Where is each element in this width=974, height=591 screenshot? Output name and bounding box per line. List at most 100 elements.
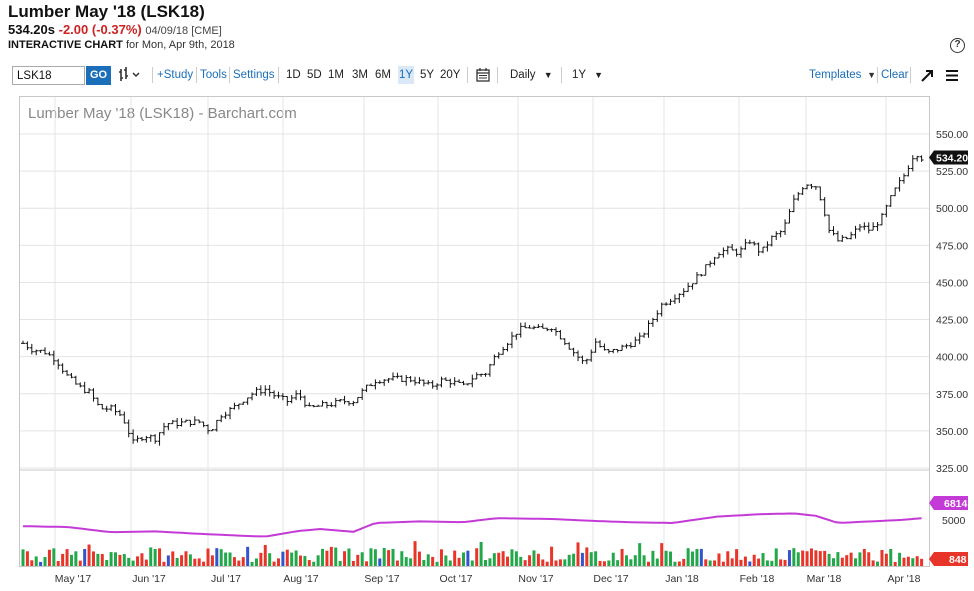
toolbar-divider xyxy=(152,67,153,83)
volume-bar xyxy=(743,556,747,566)
help-icon[interactable]: ? xyxy=(950,38,965,53)
volume-bar xyxy=(884,553,888,566)
volume-bar xyxy=(118,554,122,566)
volume-bar xyxy=(831,558,835,566)
volume-bar xyxy=(492,553,496,566)
volume-bar xyxy=(708,560,712,566)
volume-bar xyxy=(140,553,144,566)
volume-bar xyxy=(439,549,443,566)
volume-bar xyxy=(576,542,580,566)
volume-average-line xyxy=(22,512,922,538)
period-20y[interactable]: 20Y xyxy=(440,69,461,81)
volume-bar xyxy=(461,552,465,566)
templates-button[interactable]: Templates ▼ xyxy=(809,63,876,87)
range-value: 1Y xyxy=(572,69,586,81)
period-1d[interactable]: 1D xyxy=(286,69,301,81)
volume-bar xyxy=(250,561,254,566)
bar-chart-type-icon[interactable] xyxy=(118,63,142,87)
volume-bar xyxy=(69,554,73,566)
volume-bar xyxy=(528,555,532,566)
volume-bar xyxy=(435,561,439,566)
volume-bar xyxy=(74,551,78,566)
volume-bar xyxy=(334,547,338,566)
settings-button[interactable]: Settings xyxy=(233,69,275,81)
volume-bar xyxy=(721,561,725,566)
volume-bar xyxy=(210,555,214,566)
volume-bar xyxy=(836,552,840,566)
volume-bar xyxy=(356,554,360,566)
volume-bar xyxy=(343,551,347,566)
volume-bar xyxy=(448,560,452,566)
volume-bar xyxy=(166,555,170,566)
price-tick-label: 475.00 xyxy=(936,240,968,252)
volume-bar xyxy=(219,549,223,566)
interactive-chart-label: INTERACTIVE CHART xyxy=(8,39,123,51)
volume-bar xyxy=(96,553,100,566)
volume-bar xyxy=(545,561,549,566)
period-1y[interactable]: 1Y xyxy=(398,66,415,84)
chart-area[interactable] xyxy=(19,96,930,567)
volume-bar xyxy=(862,548,866,566)
volume-bar xyxy=(920,558,924,566)
volume-bar xyxy=(541,559,545,566)
volume-bar xyxy=(47,549,51,566)
price-tick-label: 350.00 xyxy=(936,426,968,438)
toolbar-divider xyxy=(497,67,498,83)
period-5d[interactable]: 5D xyxy=(307,69,322,81)
hamburger-menu-icon[interactable] xyxy=(945,63,959,87)
volume-bar xyxy=(691,551,695,566)
period-6m[interactable]: 6M xyxy=(375,69,391,81)
period-3m[interactable]: 3M xyxy=(352,69,368,81)
month-tick-label: Mar '18 xyxy=(807,573,842,585)
toolbar-divider xyxy=(467,67,468,83)
calendar-icon[interactable] xyxy=(476,63,490,87)
volume-bar xyxy=(792,548,796,566)
volume-bar xyxy=(457,557,461,566)
volume-bar xyxy=(660,543,664,566)
volume-bar xyxy=(153,548,157,566)
volume-bar xyxy=(761,553,765,566)
expand-arrow-icon[interactable] xyxy=(920,63,934,87)
volume-bar xyxy=(655,558,659,566)
volume-bar xyxy=(321,548,325,566)
volume-bar xyxy=(338,560,342,566)
tools-button[interactable]: Tools xyxy=(200,69,227,81)
month-tick-label: Feb '18 xyxy=(740,573,775,585)
go-button[interactable]: GO xyxy=(86,66,111,85)
volume-bar xyxy=(893,561,897,566)
volume-bar xyxy=(149,547,153,566)
volume-bar xyxy=(809,548,813,566)
period-5y[interactable]: 5Y xyxy=(420,69,435,81)
price-series xyxy=(21,155,924,446)
volume-bar xyxy=(307,560,311,566)
volume-bar xyxy=(290,552,294,566)
volume-bar xyxy=(686,548,690,566)
volume-bar xyxy=(783,559,787,566)
volume-bar xyxy=(880,549,884,566)
volume-bar xyxy=(395,560,399,566)
volume-bar xyxy=(823,550,827,566)
volume-bar xyxy=(915,556,919,566)
volume-bar xyxy=(268,553,272,566)
volume-bar xyxy=(202,561,206,566)
volume-bar xyxy=(188,554,192,566)
interval-select[interactable]: Daily ▼ xyxy=(510,63,553,87)
clear-button[interactable]: Clear xyxy=(881,69,909,81)
toolbar-divider xyxy=(278,67,279,83)
add-study-button[interactable]: +Study xyxy=(157,69,194,81)
month-tick-label: Jun '17 xyxy=(132,573,166,585)
month-tick-label: Sep '17 xyxy=(364,573,399,585)
toolbar-divider xyxy=(877,67,878,83)
volume-bar xyxy=(303,556,307,566)
volume-bar xyxy=(387,550,391,566)
volume-bar xyxy=(56,561,60,566)
volume-bar xyxy=(589,552,593,566)
volume-bar xyxy=(871,560,875,566)
range-select[interactable]: 1Y ▼ xyxy=(572,63,603,87)
price-tick-label: 450.00 xyxy=(936,277,968,289)
chart-date: for Mon, Apr 9th, 2018 xyxy=(125,39,235,51)
symbol-input[interactable] xyxy=(12,66,85,85)
volume-bar xyxy=(180,555,184,566)
volume-bar xyxy=(567,554,571,566)
period-1m[interactable]: 1M xyxy=(328,69,344,81)
